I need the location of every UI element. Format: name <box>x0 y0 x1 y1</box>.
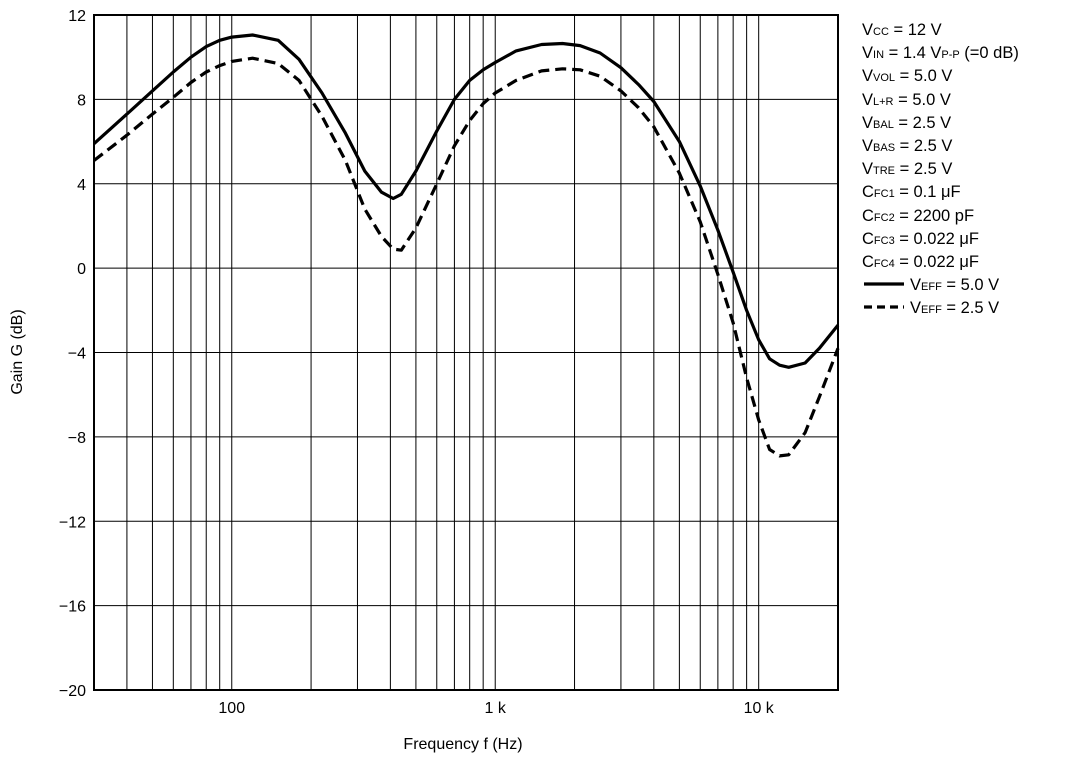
series-line-veff-5-0v <box>92 33 840 369</box>
condition-line: CFC1 = 0.1 μF <box>862 183 961 202</box>
condition-line: VBAS = 2.5 V <box>862 136 953 155</box>
y-tick-label: −16 <box>59 599 86 616</box>
y-tick-labels: 12 8 4 0 −4 −8 −12 −16 −20 <box>59 8 86 700</box>
series-layer <box>92 33 840 458</box>
dashed-line-swatch <box>864 305 904 309</box>
x-axis-label: Frequency f (Hz) <box>403 736 522 753</box>
condition-line: VIN = 1.4 VP-P (=0 dB) <box>862 44 1019 63</box>
y-tick-label: −20 <box>59 683 86 700</box>
x-tick-label: 10 k <box>744 700 775 717</box>
legend-entry: VEFF = 2.5 V <box>862 297 1077 320</box>
y-tick-label: 8 <box>77 92 86 109</box>
solid-line-swatch <box>864 282 904 286</box>
condition-line: VVOL = 5.0 V <box>862 67 953 86</box>
y-axis-label: Gain G (dB) <box>9 309 26 394</box>
condition-line: VTRE = 2.5 V <box>862 160 953 179</box>
condition-line: VCC = 12 V <box>862 21 942 39</box>
legend: VCC = 12 V VIN = 1.4 VP-P (=0 dB) VVOL = 5… <box>862 19 1077 320</box>
condition-line: CFC4 = 0.022 μF <box>862 252 979 271</box>
grid-lines <box>94 14 838 691</box>
y-tick-label: −8 <box>68 430 86 447</box>
y-tick-label: −12 <box>59 514 86 531</box>
y-tick-label: −4 <box>68 346 86 363</box>
series-line-veff-2-5v <box>93 56 840 458</box>
condition-line: CFC3 = 0.022 μF <box>862 229 979 248</box>
condition-line: VL+R = 5.0 V <box>862 90 951 109</box>
y-tick-label: 4 <box>77 177 86 194</box>
x-tick-label: 100 <box>218 700 245 717</box>
condition-line: VBAL = 2.5 V <box>862 113 952 132</box>
y-tick-label: 12 <box>68 8 86 25</box>
plot-border <box>93 14 839 691</box>
x-tick-label: 1 k <box>485 700 507 717</box>
legend-entry: VEFF = 5.0 V <box>862 274 1077 297</box>
y-tick-label: 0 <box>77 261 86 278</box>
condition-line: CFC2 = 2200 pF <box>862 206 975 225</box>
plot-frame <box>93 14 839 691</box>
x-tick-labels: 100 1 k 10 k <box>218 700 774 717</box>
